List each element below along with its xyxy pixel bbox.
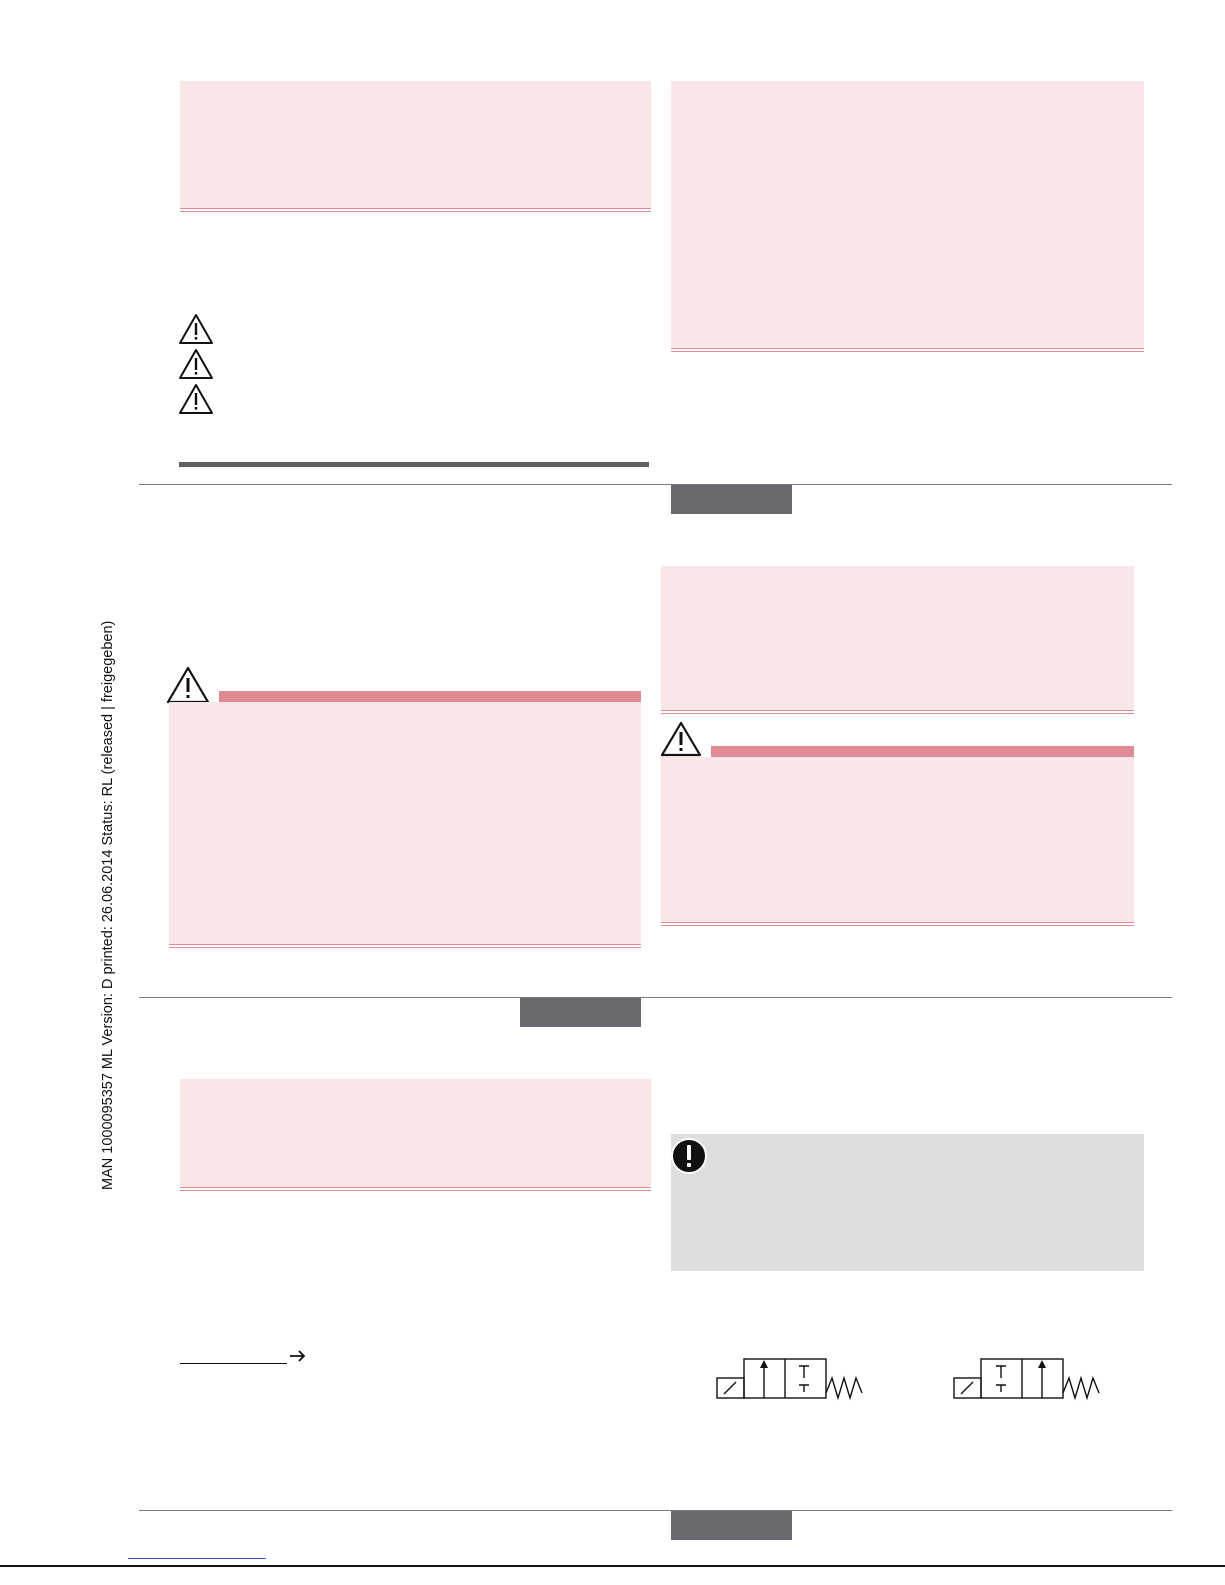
exclamation-circle-icon	[670, 1137, 708, 1180]
mid-right-pink-box	[661, 566, 1134, 710]
top-left-pink-box	[180, 81, 651, 208]
document-id-sidebar: MAN 1000095357 ML Version: D printed: 26…	[100, 620, 116, 1190]
warning-triangle-icon	[165, 665, 211, 705]
top-left-box-rule	[180, 208, 651, 212]
section-divider	[139, 484, 1172, 485]
warning-triangle-icon	[178, 383, 214, 415]
footer-tab	[671, 1511, 792, 1540]
link-underline	[180, 1363, 287, 1364]
section-divider	[139, 997, 1172, 998]
top-right-pink-box	[671, 81, 1144, 348]
warning-triangle-icon	[659, 720, 703, 758]
footer-divider	[139, 1510, 1172, 1511]
warning-triangle-icon	[178, 348, 214, 380]
note-box	[671, 1134, 1144, 1271]
section-tab	[671, 485, 792, 514]
valve-symbol-normally-closed	[716, 1357, 866, 1408]
warning-content-box	[661, 757, 1134, 922]
valve-symbol-normally-open	[953, 1357, 1103, 1408]
warning-triangle-icon	[178, 313, 214, 345]
section-tab	[520, 998, 641, 1027]
bottom-link-underline	[128, 1558, 266, 1559]
warning-header-bar	[219, 691, 641, 702]
bottom-left-box-rule	[180, 1187, 651, 1191]
top-right-box-rule	[671, 348, 1144, 352]
right-arrow-icon	[289, 1349, 307, 1368]
page-bottom-edge	[0, 1565, 1225, 1567]
warning-content-box	[169, 702, 641, 944]
bottom-left-pink-box	[180, 1079, 651, 1187]
warning-box-rule	[661, 922, 1134, 926]
warning-header-bar	[711, 746, 1134, 757]
warning-box-rule	[169, 944, 641, 948]
thick-gray-bar	[179, 462, 649, 467]
mid-right-box-rule	[661, 710, 1134, 714]
